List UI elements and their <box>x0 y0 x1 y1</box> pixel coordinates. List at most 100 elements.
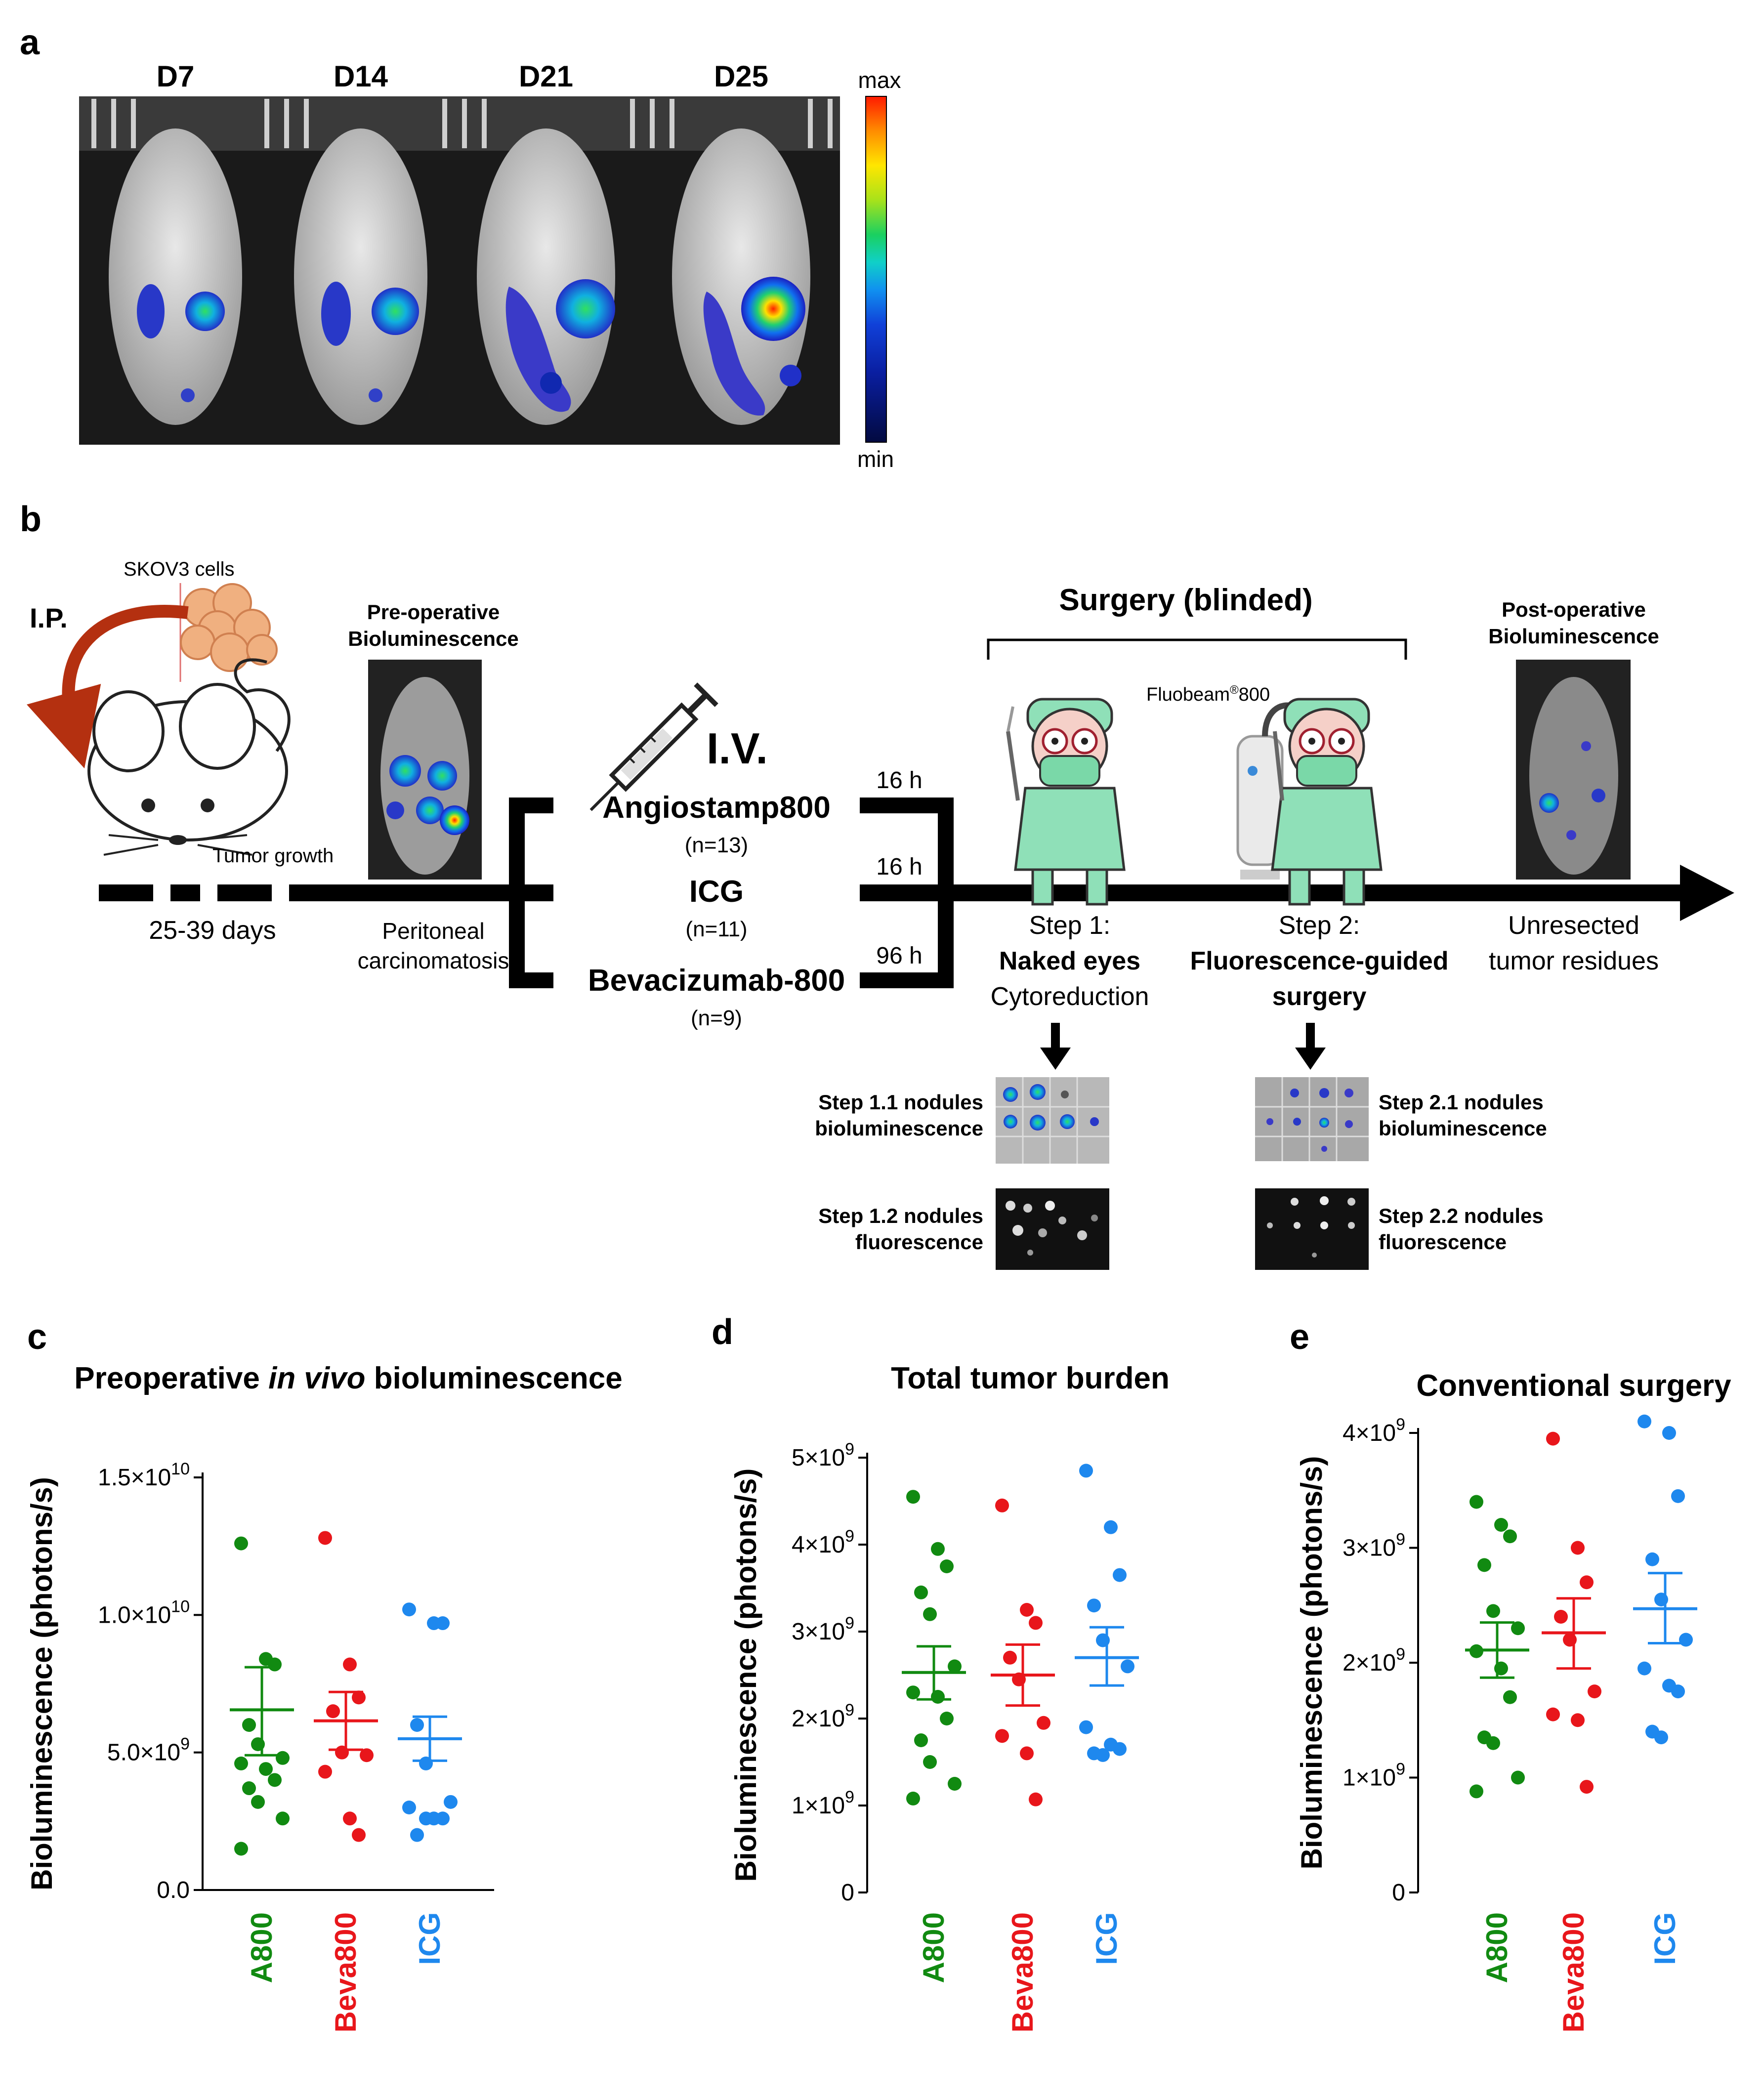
data-point <box>352 1828 366 1842</box>
y-tick-label: 5.0×109 <box>107 1735 190 1766</box>
cell-cluster-icon <box>180 583 278 672</box>
y-tick-label: 0.0 <box>157 1877 190 1903</box>
step1-line1: Step 1: <box>1029 911 1111 940</box>
syringe-icon <box>589 682 718 811</box>
category-label: A800 <box>917 1912 950 1983</box>
data-point <box>402 1801 416 1814</box>
data-point <box>1645 1552 1659 1566</box>
step22-line2: fluorescence <box>1379 1230 1507 1254</box>
data-point <box>343 1811 357 1826</box>
y-tick-exponent: 9 <box>1396 1760 1405 1779</box>
timeline-solid-line <box>366 884 553 901</box>
time-icg: 16 h <box>876 854 922 880</box>
chart-conventional-surgery: Conventional surgery01×1092×1093×1094×10… <box>1295 1369 1731 2033</box>
time-angiostamp: 16 h <box>876 767 922 794</box>
data-point <box>1113 1568 1127 1582</box>
colorbar-max-label: max <box>858 67 901 93</box>
y-tick-label: 1×109 <box>1343 1760 1405 1791</box>
y-tick-exponent: 9 <box>845 1788 854 1806</box>
y-tick-mantissa: 1×10 <box>792 1793 845 1819</box>
postop-label-line2: Bioluminescence <box>1488 625 1659 648</box>
y-axis-label: Bioluminescence (photons/s) <box>729 1469 762 1882</box>
surgeon-naked-eyes-icon <box>1006 698 1126 906</box>
chart-title-italic: in vivo <box>268 1361 365 1395</box>
step1-line2: Naked eyes <box>999 947 1140 975</box>
data-point <box>914 1585 928 1599</box>
data-point <box>436 1811 450 1826</box>
data-point <box>436 1616 450 1631</box>
data-point <box>1029 1792 1043 1806</box>
data-point <box>1671 1684 1685 1699</box>
y-tick-mantissa: 5×10 <box>792 1445 845 1471</box>
y-tick-exponent: 10 <box>171 1597 190 1616</box>
data-point <box>914 1733 928 1747</box>
y-tick-mantissa: 3×10 <box>792 1619 845 1645</box>
step22-line1: Step 2.2 nodules <box>1379 1204 1544 1227</box>
y-tick-label: 2×109 <box>792 1701 854 1732</box>
days-range-label: 25-39 days <box>149 916 276 945</box>
data-point <box>318 1531 332 1545</box>
data-point <box>360 1748 374 1763</box>
agent-name-angiostamp: Angiostamp800 <box>602 791 831 825</box>
data-point <box>343 1657 357 1672</box>
step21-nodules-image <box>1255 1077 1369 1161</box>
y-tick-label: 3×109 <box>1343 1530 1405 1561</box>
step22-nodules-image <box>1255 1188 1369 1270</box>
data-point <box>1503 1529 1517 1544</box>
colorbar: max min <box>857 67 901 472</box>
right-bracket <box>860 798 954 988</box>
unresected-line2: tumor residues <box>1489 947 1659 975</box>
data-point <box>1580 1575 1594 1590</box>
y-tick-label: 3×109 <box>792 1614 854 1645</box>
y-tick-label: 4×109 <box>792 1527 854 1558</box>
data-point <box>276 1811 290 1826</box>
chart-title-part: bioluminescence <box>365 1361 622 1395</box>
data-point <box>1571 1713 1585 1727</box>
data-point <box>352 1690 366 1705</box>
data-point <box>1486 1604 1500 1618</box>
agent-n-bevacizumab: (n=9) <box>691 1006 742 1030</box>
data-point <box>1113 1742 1127 1756</box>
step2-line2: Fluorescence-guided <box>1190 947 1449 975</box>
data-point <box>1469 1495 1483 1509</box>
step11-nodules-image <box>996 1077 1109 1164</box>
data-point <box>242 1781 256 1796</box>
data-point <box>444 1795 458 1809</box>
panel-a-day-labels: D7 D14 D21 D25 <box>157 60 768 93</box>
preop-bioluminescence-image <box>368 660 482 880</box>
y-tick-label: 1.5×1010 <box>98 1460 190 1491</box>
y-tick-exponent: 10 <box>171 1460 190 1478</box>
y-axis-label: Bioluminescence (photons/s) <box>1295 1456 1328 1870</box>
y-tick-exponent: 9 <box>845 1701 854 1720</box>
y-tick-label: 1.0×1010 <box>98 1597 190 1628</box>
chart-title-part: Preoperative <box>74 1361 268 1395</box>
data-point <box>1503 1690 1517 1704</box>
data-point <box>923 1755 937 1769</box>
surgeon-fluorescence-icon <box>1236 698 1383 906</box>
surgery-brace <box>987 638 1407 660</box>
agent-n-icg: (n=11) <box>685 917 747 941</box>
agent-name-bevacizumab: Bevacizumab-800 <box>588 964 845 998</box>
data-point <box>234 1756 248 1770</box>
data-point <box>940 1559 954 1573</box>
data-point <box>1511 1770 1525 1785</box>
peritoneal-label-line2: carcinomatosis <box>358 948 509 973</box>
data-point <box>268 1657 282 1672</box>
data-point <box>410 1828 424 1842</box>
ip-injection-illustration: SKOV3 cells I.P. <box>27 558 291 856</box>
panel-b-letter: b <box>20 500 42 539</box>
category-label: A800 <box>1480 1912 1513 1983</box>
day-label: D21 <box>519 60 573 93</box>
step12-nodules-image <box>996 1188 1109 1270</box>
data-point <box>318 1764 332 1779</box>
category-label: Beva800 <box>1006 1912 1039 2033</box>
data-point <box>906 1490 920 1504</box>
y-tick-mantissa: 3×10 <box>1343 1535 1396 1561</box>
data-point <box>948 1777 962 1791</box>
data-point <box>276 1751 290 1765</box>
day-label: D25 <box>714 60 768 93</box>
step11-line1: Step 1.1 nodules <box>818 1091 983 1114</box>
y-tick-exponent: 9 <box>845 1614 854 1633</box>
step12-line2: fluorescence <box>855 1230 983 1254</box>
data-point <box>402 1602 416 1617</box>
